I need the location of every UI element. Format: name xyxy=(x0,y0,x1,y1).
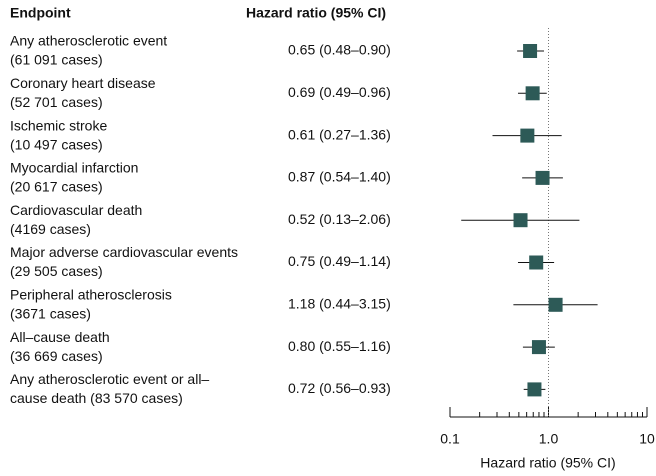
endpoint-label: (61 091 cases) xyxy=(10,52,103,68)
hazard-ratio-square xyxy=(527,382,542,397)
endpoint-label: Peripheral atherosclerosis xyxy=(10,287,172,303)
endpoint-label: Myocardial infarction xyxy=(10,160,138,176)
endpoint-label: (29 505 cases) xyxy=(10,263,103,279)
header-hazard-ratio: Hazard ratio (95% CI) xyxy=(246,5,386,21)
hazard-ratio-square xyxy=(525,86,540,101)
endpoint-label: Ischemic stroke xyxy=(10,117,107,133)
hazard-ratio-square xyxy=(513,213,528,228)
x-tick-label: 10 xyxy=(639,431,655,447)
hazard-ratio-square xyxy=(520,128,535,143)
x-tick-label: 1.0 xyxy=(539,431,559,447)
endpoint-label: (4169 cases) xyxy=(10,221,91,237)
hazard-ratio-label: 0.80 (0.55–1.16) xyxy=(288,338,391,354)
hazard-ratio-square xyxy=(523,44,538,58)
endpoint-label: (20 617 cases) xyxy=(10,179,103,195)
endpoint-label: All–cause death xyxy=(10,329,110,345)
header-endpoint: Endpoint xyxy=(10,5,71,21)
endpoint-label: (10 497 cases) xyxy=(10,136,103,152)
endpoint-label: Any atherosclerotic event xyxy=(10,33,167,49)
endpoint-label: (3671 cases) xyxy=(10,306,91,322)
endpoint-label: Cardiovascular death xyxy=(10,202,142,218)
endpoint-label: Coronary heart disease xyxy=(10,75,156,91)
hazard-ratio-label: 0.65 (0.48–0.90) xyxy=(288,42,391,58)
hazard-ratio-square xyxy=(531,340,546,355)
endpoint-label: (36 669 cases) xyxy=(10,348,103,364)
endpoint-label: cause death (83 570 cases) xyxy=(10,390,183,406)
hazard-ratio-label: 0.72 (0.56–0.93) xyxy=(288,380,391,396)
hazard-ratio-label: 1.18 (0.44–3.15) xyxy=(288,296,391,312)
hazard-ratio-square xyxy=(548,297,563,312)
hazard-ratio-square xyxy=(535,170,550,185)
x-tick-label: 0.1 xyxy=(440,431,460,447)
endpoint-label: Major adverse cardiovascular events xyxy=(10,244,238,260)
hazard-ratio-square xyxy=(529,255,544,270)
x-axis-title: Hazard ratio (95% CI) xyxy=(480,455,615,471)
hazard-ratio-label: 0.61 (0.27–1.36) xyxy=(288,126,391,142)
hazard-ratio-label: 0.87 (0.54–1.40) xyxy=(288,169,391,185)
hazard-ratio-label: 0.69 (0.49–0.96) xyxy=(288,84,391,100)
hazard-ratio-label: 0.52 (0.13–2.06) xyxy=(288,211,391,227)
endpoint-label: (52 701 cases) xyxy=(10,94,103,110)
endpoint-label: Any atherosclerotic event or all– xyxy=(10,371,209,387)
hazard-ratio-label: 0.75 (0.49–1.14) xyxy=(288,253,391,269)
